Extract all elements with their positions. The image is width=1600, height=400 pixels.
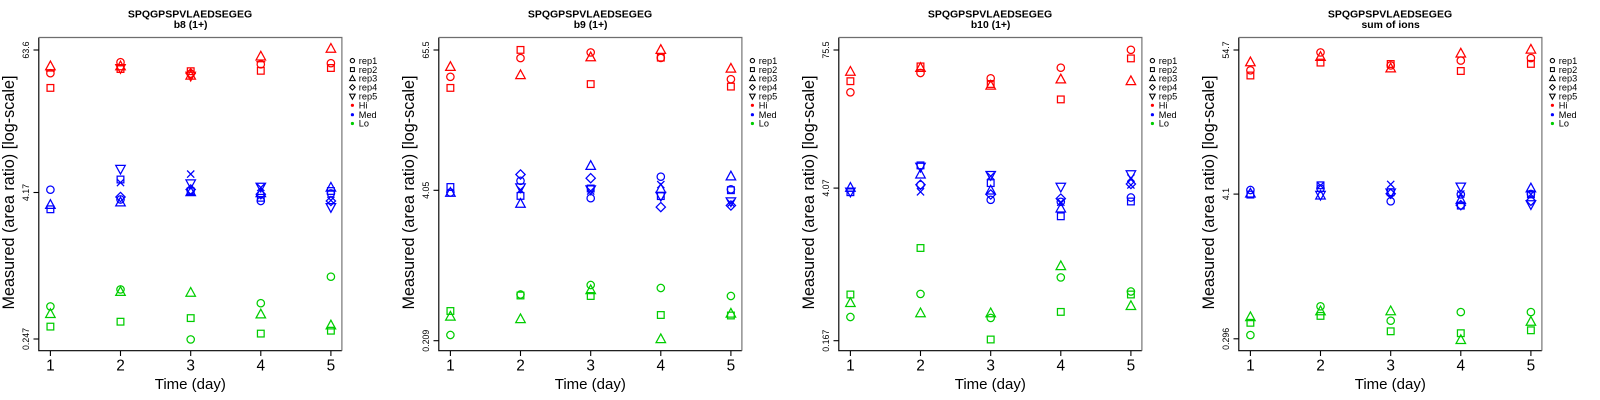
svg-text:rep4: rep4: [759, 83, 777, 93]
svg-text:SPQGPSPVLAEDSEGEG: SPQGPSPVLAEDSEGEG: [128, 8, 252, 20]
svg-text:65.5: 65.5: [421, 41, 431, 58]
svg-text:rep5: rep5: [759, 92, 777, 102]
svg-text:rep2: rep2: [759, 65, 777, 75]
svg-text:Lo: Lo: [1159, 119, 1169, 129]
svg-text:3: 3: [986, 357, 995, 374]
svg-text:1: 1: [846, 357, 855, 374]
svg-text:rep2: rep2: [1559, 65, 1577, 75]
svg-text:Lo: Lo: [759, 119, 769, 129]
svg-text:4.17: 4.17: [21, 184, 31, 201]
svg-text:Measured (area ratio) [log-sca: Measured (area ratio) [log-scale]: [400, 76, 418, 310]
svg-text:rep3: rep3: [1559, 74, 1577, 84]
svg-text:5: 5: [327, 357, 336, 374]
svg-text:SPQGPSPVLAEDSEGEG: SPQGPSPVLAEDSEGEG: [928, 8, 1052, 20]
svg-text:Hi: Hi: [1159, 101, 1168, 111]
svg-text:4: 4: [1457, 357, 1466, 374]
svg-text:b10 (1+): b10 (1+): [971, 20, 1011, 31]
svg-text:b9 (1+): b9 (1+): [574, 20, 608, 31]
svg-text:2: 2: [116, 357, 125, 374]
svg-text:Time (day): Time (day): [1355, 376, 1426, 393]
svg-text:Lo: Lo: [359, 119, 369, 129]
svg-text:rep5: rep5: [1559, 92, 1577, 102]
svg-text:2: 2: [1316, 357, 1325, 374]
svg-text:4.07: 4.07: [821, 179, 831, 196]
svg-text:rep2: rep2: [1159, 65, 1177, 75]
svg-text:rep4: rep4: [359, 83, 377, 93]
svg-text:1: 1: [1246, 357, 1255, 374]
svg-text:1: 1: [46, 357, 55, 374]
svg-text:Hi: Hi: [359, 101, 368, 111]
svg-text:4.05: 4.05: [421, 182, 431, 199]
svg-text:5: 5: [1127, 357, 1136, 374]
svg-text:rep1: rep1: [759, 56, 777, 66]
svg-text:rep5: rep5: [1159, 92, 1177, 102]
svg-text:75.5: 75.5: [821, 41, 831, 58]
svg-text:Measured (area ratio) [log-sca: Measured (area ratio) [log-scale]: [0, 76, 18, 310]
svg-text:Med: Med: [759, 110, 777, 120]
svg-text:Med: Med: [1159, 110, 1177, 120]
svg-text:Med: Med: [359, 110, 377, 120]
svg-text:2: 2: [916, 357, 925, 374]
svg-text:4: 4: [657, 357, 666, 374]
svg-text:rep4: rep4: [1159, 83, 1177, 93]
svg-text:rep2: rep2: [359, 65, 377, 75]
svg-text:SPQGPSPVLAEDSEGEG: SPQGPSPVLAEDSEGEG: [528, 8, 652, 20]
svg-text:sum of ions: sum of ions: [1361, 20, 1420, 31]
svg-text:rep4: rep4: [1559, 83, 1577, 93]
svg-text:Hi: Hi: [1559, 101, 1568, 111]
svg-text:rep3: rep3: [359, 74, 377, 84]
svg-text:Time (day): Time (day): [955, 376, 1026, 393]
svg-text:rep1: rep1: [359, 56, 377, 66]
svg-text:4: 4: [1057, 357, 1066, 374]
svg-text:rep1: rep1: [1559, 56, 1577, 66]
svg-text:rep3: rep3: [759, 74, 777, 84]
svg-text:b8 (1+): b8 (1+): [174, 20, 208, 31]
svg-text:4: 4: [257, 357, 266, 374]
svg-text:rep1: rep1: [1159, 56, 1177, 66]
svg-text:SPQGPSPVLAEDSEGEG: SPQGPSPVLAEDSEGEG: [1328, 8, 1452, 20]
svg-text:Measured (area ratio) [log-sca: Measured (area ratio) [log-scale]: [800, 76, 818, 310]
svg-text:0.247: 0.247: [21, 328, 31, 350]
svg-text:Measured (area ratio) [log-sca: Measured (area ratio) [log-scale]: [1200, 76, 1218, 310]
svg-text:63.6: 63.6: [21, 41, 31, 58]
svg-text:1: 1: [446, 357, 455, 374]
svg-text:5: 5: [727, 357, 736, 374]
svg-text:0.209: 0.209: [421, 330, 431, 352]
svg-text:5: 5: [1527, 357, 1536, 374]
svg-text:rep5: rep5: [359, 92, 377, 102]
svg-text:0.296: 0.296: [1221, 328, 1231, 350]
svg-text:Time (day): Time (day): [155, 376, 226, 393]
svg-text:2: 2: [516, 357, 525, 374]
svg-text:0.167: 0.167: [821, 330, 831, 352]
svg-text:3: 3: [1386, 357, 1395, 374]
svg-text:3: 3: [186, 357, 195, 374]
svg-text:Time (day): Time (day): [555, 376, 626, 393]
svg-text:Lo: Lo: [1559, 119, 1569, 129]
svg-text:54.7: 54.7: [1221, 41, 1231, 58]
svg-text:4.1: 4.1: [1221, 188, 1231, 200]
svg-text:3: 3: [586, 357, 595, 374]
svg-text:rep3: rep3: [1159, 74, 1177, 84]
svg-text:Hi: Hi: [759, 101, 768, 111]
svg-text:Med: Med: [1559, 110, 1577, 120]
